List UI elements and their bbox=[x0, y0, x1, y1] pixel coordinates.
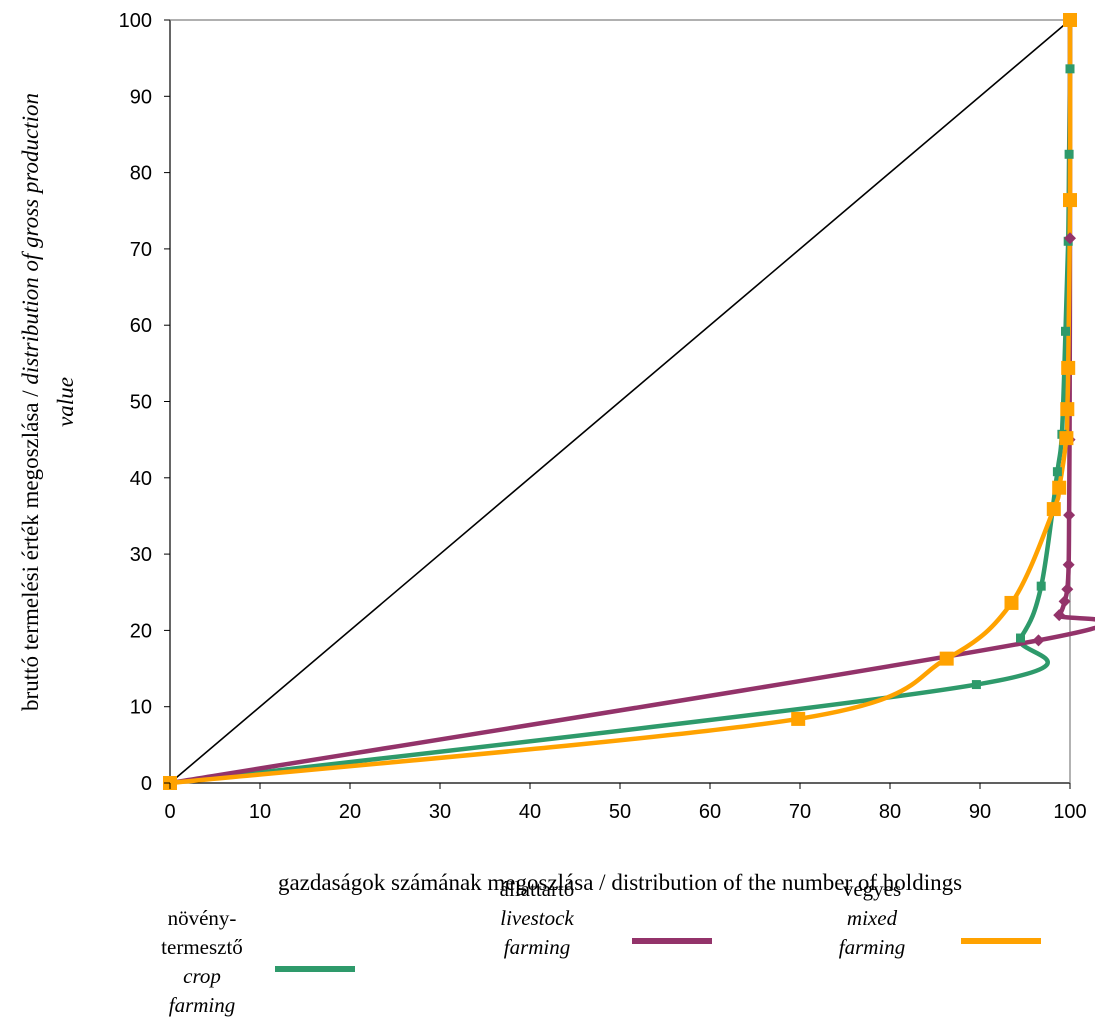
y-tick-label: 30 bbox=[130, 544, 152, 566]
legend-crop-label-2: termesztő bbox=[161, 935, 243, 959]
data-point-mixed bbox=[1061, 360, 1076, 375]
x-tick-label: 70 bbox=[789, 801, 811, 823]
legend-livestock-label-2: livestock bbox=[500, 906, 574, 930]
data-point-crop bbox=[1065, 64, 1075, 74]
data-point-mixed bbox=[1059, 431, 1074, 446]
legend-livestock-label-3: farming bbox=[504, 935, 571, 959]
data-point-livestock bbox=[1063, 509, 1076, 522]
y-tick-label: 0 bbox=[141, 773, 152, 795]
data-point-livestock bbox=[1061, 583, 1074, 596]
y-axis-ticks: 0 10 20 30 40 50 60 70 80 90 100 bbox=[119, 10, 170, 795]
data-point-mixed bbox=[1046, 502, 1061, 517]
x-axis-title: gazdaságok számának megoszlása / distrib… bbox=[278, 870, 962, 895]
legend-mixed-label-2: mixed bbox=[847, 906, 898, 930]
legend-livestock-label-1: állattartó bbox=[500, 877, 575, 901]
data-point-crop bbox=[1052, 467, 1062, 477]
data-point-crop bbox=[1016, 633, 1025, 643]
series-layer bbox=[167, 14, 1095, 786]
x-tick-label: 40 bbox=[519, 801, 541, 823]
y-axis-title-plain: bruttó termelési érték megoszlása / bbox=[18, 385, 43, 711]
x-tick-label: 30 bbox=[429, 801, 451, 823]
y-tick-label: 20 bbox=[130, 620, 152, 642]
legend-mixed-label-3: farming bbox=[839, 935, 906, 959]
data-point-mixed bbox=[1004, 595, 1019, 610]
legend-crop-label-3: crop bbox=[183, 964, 221, 988]
series-line-livestock bbox=[167, 17, 1095, 786]
legend-item-mixed: vegyes mixed farming bbox=[839, 877, 1041, 959]
y-tick-label: 80 bbox=[130, 163, 152, 185]
data-point-livestock bbox=[1062, 558, 1075, 571]
legend-item-crop: növény- termesztő crop farming bbox=[161, 906, 355, 1017]
data-point-livestock bbox=[1053, 609, 1066, 622]
data-point-mixed bbox=[1063, 13, 1077, 27]
x-tick-label: 80 bbox=[879, 801, 901, 823]
data-point-mixed bbox=[1060, 402, 1075, 417]
x-axis-ticks: 0 10 20 30 40 50 60 70 80 90 100 bbox=[164, 783, 1087, 823]
data-point-livestock bbox=[1058, 595, 1071, 608]
x-tick-label: 60 bbox=[699, 801, 721, 823]
data-point-livestock bbox=[1032, 634, 1045, 647]
y-tick-label: 100 bbox=[119, 10, 152, 32]
data-point-crop bbox=[1064, 149, 1074, 159]
x-tick-label: 100 bbox=[1053, 801, 1086, 823]
data-point-livestock bbox=[1064, 232, 1076, 245]
data-point-crop bbox=[1036, 581, 1046, 591]
data-point-mixed bbox=[1052, 480, 1067, 495]
x-tick-label: 0 bbox=[164, 801, 175, 823]
y-axis-title-line2: value bbox=[53, 377, 78, 427]
x-tick-label: 90 bbox=[969, 801, 991, 823]
x-tick-label: 10 bbox=[249, 801, 271, 823]
y-tick-label: 40 bbox=[130, 468, 152, 490]
data-point-mixed bbox=[939, 651, 954, 666]
data-point-crop bbox=[971, 680, 981, 690]
data-point-crop bbox=[1061, 326, 1070, 336]
y-axis-title-italic: distribution of gross production bbox=[18, 93, 43, 385]
y-tick-label: 70 bbox=[130, 239, 152, 261]
legend-crop-label-1: növény- bbox=[168, 906, 237, 930]
legend-item-livestock: állattartó livestock farming bbox=[500, 877, 712, 959]
legend-crop-label-4: farming bbox=[169, 993, 236, 1017]
x-tick-label: 20 bbox=[339, 801, 361, 823]
x-tick-label: 50 bbox=[609, 801, 631, 823]
y-tick-label: 60 bbox=[130, 315, 152, 337]
data-point-mixed bbox=[791, 711, 806, 726]
y-tick-label: 90 bbox=[130, 86, 152, 108]
data-point-mixed bbox=[1063, 193, 1077, 208]
y-tick-label: 50 bbox=[130, 392, 152, 414]
equality-diagonal bbox=[169, 19, 1071, 784]
y-tick-label: 10 bbox=[130, 697, 152, 719]
legend: növény- termesztő crop farming állattart… bbox=[161, 877, 1041, 1017]
diagonal-line bbox=[169, 19, 1071, 784]
y-axis-title: bruttó termelési érték megoszlása / dist… bbox=[18, 93, 43, 711]
legend-mixed-label-1: vegyes bbox=[843, 877, 901, 901]
